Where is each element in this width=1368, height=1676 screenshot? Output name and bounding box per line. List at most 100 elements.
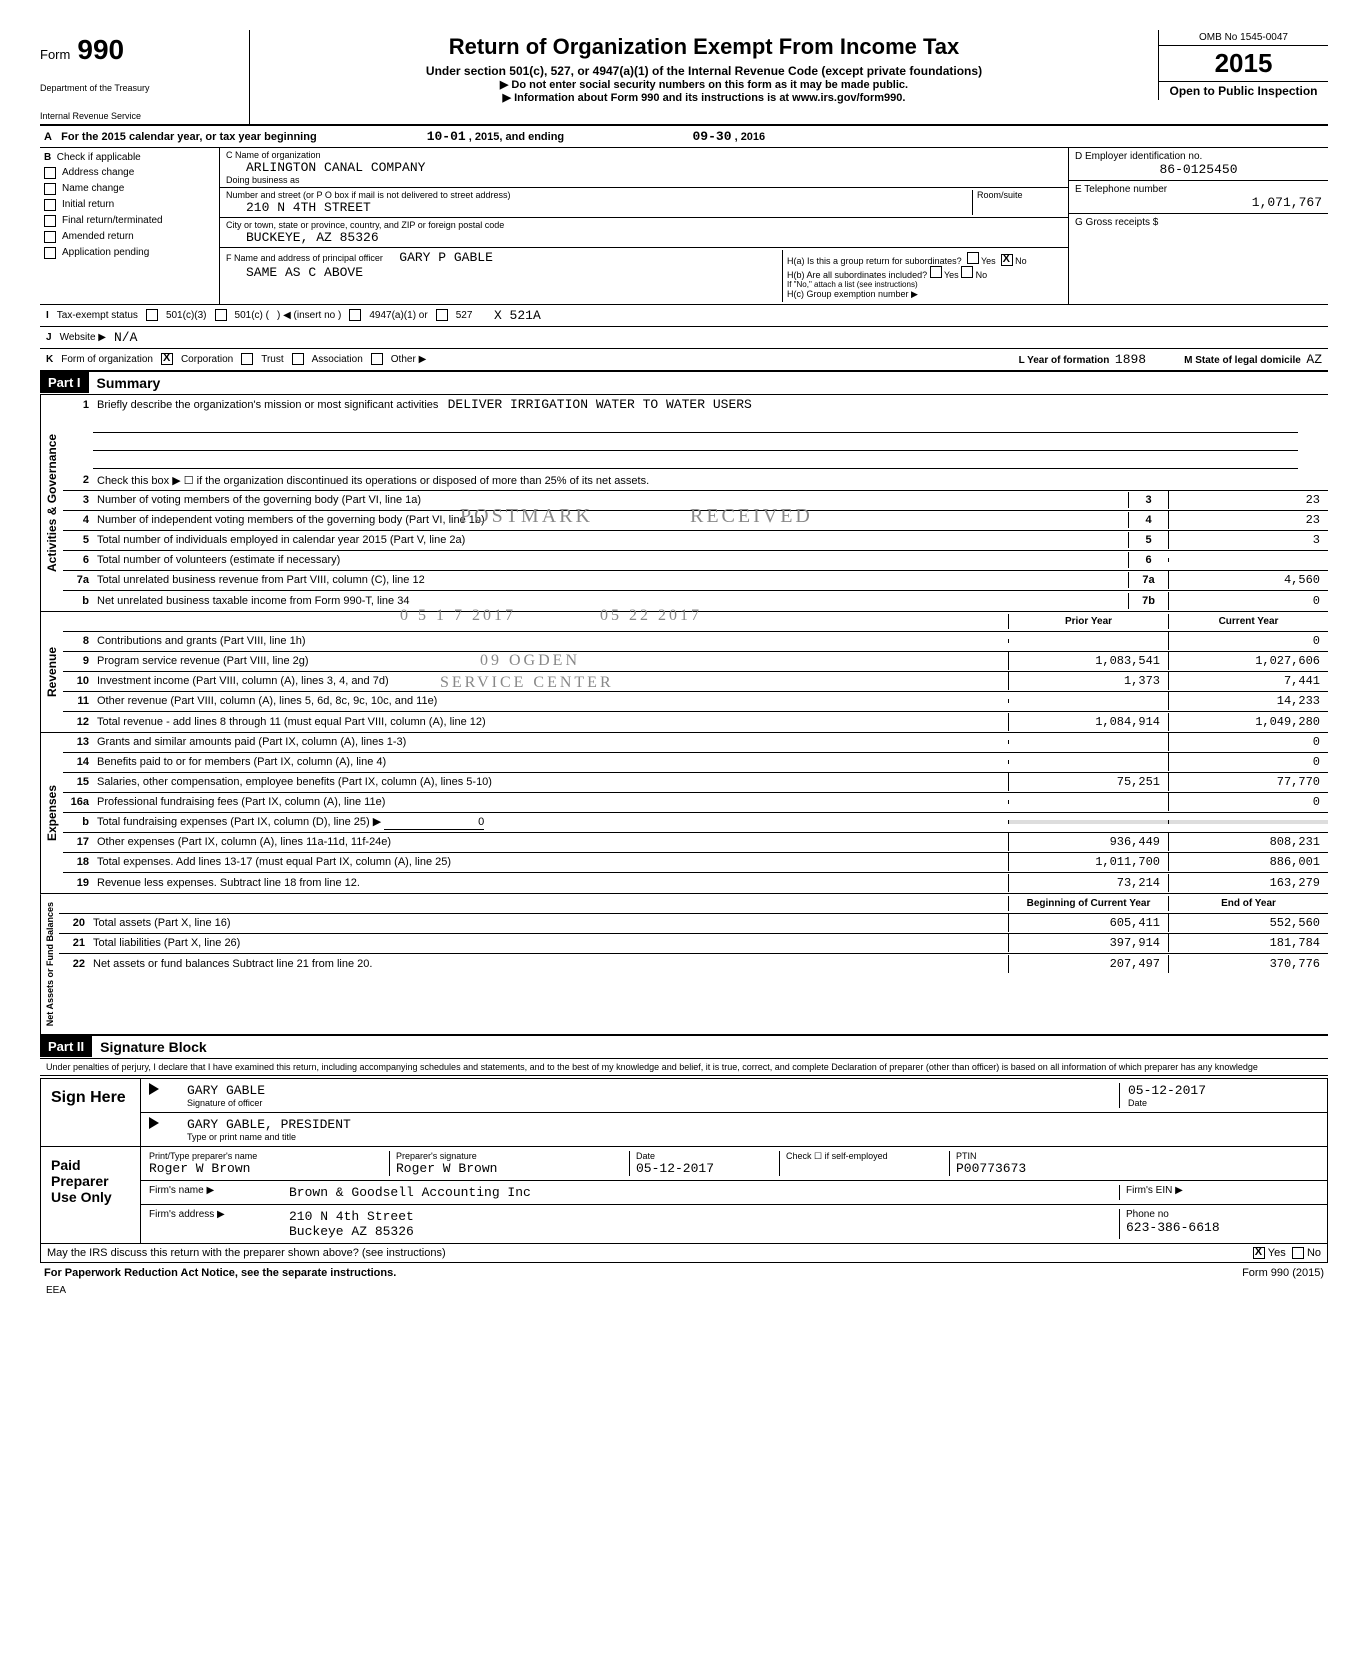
form-title-block: Return of Organization Exempt From Incom… xyxy=(250,30,1158,108)
chk-501c3[interactable] xyxy=(146,309,158,321)
p18: 1,011,700 xyxy=(1008,853,1168,871)
c15: 77,770 xyxy=(1168,773,1328,791)
chk-501c[interactable] xyxy=(215,309,227,321)
v3: 23 xyxy=(1168,491,1328,509)
check-self: Check ☐ if self-employed xyxy=(779,1151,929,1176)
ptin: P00773673 xyxy=(956,1161,1319,1176)
chk-discuss-no[interactable] xyxy=(1292,1247,1304,1259)
v7b: 0 xyxy=(1168,592,1328,610)
chk-discuss-yes[interactable] xyxy=(1253,1247,1265,1259)
p15: 75,251 xyxy=(1008,773,1168,791)
chk-ha-yes[interactable] xyxy=(967,252,979,264)
l1-val: DELIVER IRRIGATION WATER TO WATER USERS xyxy=(448,397,752,412)
m-label: M State of legal domicile xyxy=(1184,355,1301,366)
chk-hb-no[interactable] xyxy=(961,266,973,278)
chk-hb-yes[interactable] xyxy=(930,266,942,278)
chk-initial[interactable] xyxy=(44,199,56,211)
line-a-text: For the 2015 calendar year, or tax year … xyxy=(61,131,317,143)
l3-text: Number of voting members of the governin… xyxy=(93,492,1128,508)
date-label: Date xyxy=(1128,1098,1319,1108)
l8: Contributions and grants (Part VIII, lin… xyxy=(93,633,1008,649)
chk-final[interactable] xyxy=(44,215,56,227)
l7a-text: Total unrelated business revenue from Pa… xyxy=(93,572,1128,588)
arrow-icon-2 xyxy=(149,1117,159,1129)
prior-hdr: Prior Year xyxy=(1008,614,1168,629)
opt-name: Name change xyxy=(62,183,124,194)
tax-status-label: Tax-exempt status xyxy=(57,310,138,321)
line-a-label: A xyxy=(44,131,52,143)
chk-assoc[interactable] xyxy=(292,353,304,365)
c10: 7,441 xyxy=(1168,672,1328,690)
room-label: Room/suite xyxy=(977,190,1062,200)
i-label: I xyxy=(46,310,49,321)
v7a: 4,560 xyxy=(1168,571,1328,589)
footer-eea: EEA xyxy=(40,1283,1328,1298)
faddr-label: Firm's address ▶ xyxy=(149,1209,269,1239)
officer-name: GARY P GABLE xyxy=(391,250,493,265)
activities-governance: Activities & Governance 1 Briefly descri… xyxy=(40,395,1328,612)
row-i: I Tax-exempt status 501(c)(3) 501(c) ( )… xyxy=(40,305,1328,327)
l14: Benefits paid to or for members (Part IX… xyxy=(93,754,1008,770)
ein-value: 86-0125450 xyxy=(1075,162,1322,177)
p-sig: Roger W Brown xyxy=(396,1161,609,1176)
revenue-section: Revenue Prior YearCurrent Year 8Contribu… xyxy=(40,612,1328,733)
current-hdr: Current Year xyxy=(1168,614,1328,629)
p20: 605,411 xyxy=(1008,914,1168,932)
chk-other[interactable] xyxy=(371,353,383,365)
chk-name[interactable] xyxy=(44,183,56,195)
chk-4947[interactable] xyxy=(349,309,361,321)
p10: 1,373 xyxy=(1008,672,1168,690)
col-b-org: C Name of organization ARLINGTON CANAL C… xyxy=(220,148,1068,304)
begin-hdr: Beginning of Current Year xyxy=(1008,896,1168,911)
l7b-text: Net unrelated business taxable income fr… xyxy=(93,593,1128,609)
l12: Total revenue - add lines 8 through 11 (… xyxy=(93,714,1008,730)
hb-note: If "No," attach a list (see instructions… xyxy=(787,280,1058,289)
b-label: B xyxy=(44,152,51,163)
chk-address[interactable] xyxy=(44,167,56,179)
c17: 808,231 xyxy=(1168,833,1328,851)
chk-amended[interactable] xyxy=(44,231,56,243)
l5-text: Total number of individuals employed in … xyxy=(93,532,1128,548)
line-a-tail: , 2016 xyxy=(735,131,766,143)
chk-527[interactable] xyxy=(436,309,448,321)
end-hdr: End of Year xyxy=(1168,896,1328,911)
dept-irs: Internal Revenue Service xyxy=(40,112,243,122)
dept-treasury: Department of the Treasury xyxy=(40,84,243,94)
p21: 397,914 xyxy=(1008,934,1168,952)
col-b-checkboxes: B Check if applicable Address change Nam… xyxy=(40,148,220,304)
c20: 552,560 xyxy=(1168,914,1328,932)
c11: 14,233 xyxy=(1168,692,1328,710)
chk-pending[interactable] xyxy=(44,247,56,259)
phone-value: 1,071,767 xyxy=(1075,195,1322,210)
form-label: Form xyxy=(40,47,70,62)
firm-ein-label: Firm's EIN ▶ xyxy=(1119,1185,1319,1200)
form-header: Form 990 Department of the Treasury Inte… xyxy=(40,30,1328,126)
p17: 936,449 xyxy=(1008,833,1168,851)
chk-corp[interactable] xyxy=(161,353,173,365)
paid-preparer-label: Paid Preparer Use Only xyxy=(41,1147,141,1243)
v5: 3 xyxy=(1168,531,1328,549)
begin-date: 10-01 xyxy=(427,129,466,144)
part1-title: Summary xyxy=(89,372,169,394)
ha-label: H(a) Is this a group return for subordin… xyxy=(787,256,962,266)
addr-label: Number and street (or P O box if mail is… xyxy=(226,190,972,200)
c14: 0 xyxy=(1168,753,1328,771)
phone-label: Phone no xyxy=(1126,1209,1319,1220)
form-id-block: Form 990 Department of the Treasury Inte… xyxy=(40,30,250,124)
l16b: Total fundraising expenses (Part IX, col… xyxy=(97,816,381,828)
omb-number: OMB No 1545-0047 xyxy=(1159,30,1328,46)
ha-yes: Yes xyxy=(981,256,996,266)
p22: 207,497 xyxy=(1008,955,1168,973)
p-name-label: Print/Type preparer's name xyxy=(149,1151,369,1161)
chk-ha-no[interactable] xyxy=(1001,254,1013,266)
addr-value: 210 N 4TH STREET xyxy=(226,200,972,215)
hb-label: H(b) Are all subordinates included? xyxy=(787,270,927,280)
chk-trust[interactable] xyxy=(241,353,253,365)
row-k: K Form of organization Corporation Trust… xyxy=(40,349,1328,371)
l10: Investment income (Part VIII, column (A)… xyxy=(93,673,1008,689)
c8: 0 xyxy=(1168,632,1328,650)
d-label: D Employer identification no. xyxy=(1075,151,1322,162)
c9: 1,027,606 xyxy=(1168,652,1328,670)
line-a: A For the 2015 calendar year, or tax yea… xyxy=(40,126,1328,148)
sign-here-block: Sign Here GARY GABLE Signature of office… xyxy=(40,1078,1328,1147)
